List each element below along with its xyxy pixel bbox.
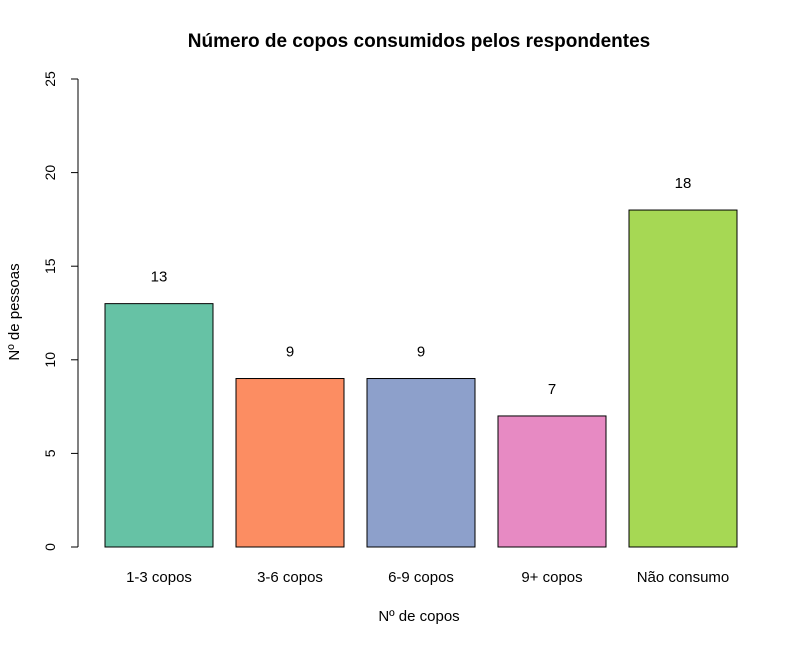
bar-value-label: 9: [286, 343, 294, 360]
x-axis-label: Nº de copos: [378, 608, 459, 625]
y-axis: 0 5 10 15 20 25: [42, 71, 79, 551]
bar-value-label: 13: [151, 269, 168, 286]
bar: [235, 378, 345, 548]
category-label: 9+ copos: [521, 569, 582, 586]
data-labels-group: 13 9 9 7 18: [151, 175, 692, 398]
y-tick-label: 15: [42, 258, 58, 274]
bar-value-label: 18: [675, 175, 692, 192]
y-tick-label: 10: [42, 352, 58, 368]
y-axis-label: Nº de pessoas: [6, 263, 23, 360]
bar: [366, 378, 476, 548]
category-labels-group: 1-3 copos 3-6 copos 6-9 copos 9+ copos Não c…: [126, 569, 729, 586]
bar-value-label: 7: [548, 381, 556, 398]
category-label: 1-3 copos: [126, 569, 192, 586]
y-tick-label: 5: [42, 449, 58, 457]
bars-group: [104, 209, 738, 548]
y-tick-label: 25: [42, 71, 58, 87]
y-tick-label: 20: [42, 165, 58, 181]
bar: [628, 209, 738, 548]
bar: [104, 303, 214, 548]
bar: [497, 415, 607, 548]
category-label: 6-9 copos: [388, 569, 454, 586]
y-tick-label: 0: [42, 543, 58, 551]
chart-title: Número de copos consumidos pelos respond…: [188, 31, 650, 52]
category-label: 3-6 copos: [257, 569, 323, 586]
category-label: Não consumo: [637, 569, 730, 586]
bar-value-label: 9: [417, 343, 425, 360]
